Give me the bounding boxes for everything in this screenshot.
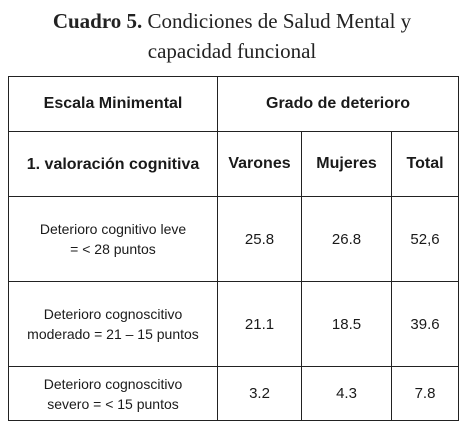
column-header-total: Total [390,131,460,197]
caption-number: Cuadro 5. [52,9,143,33]
row-label: Deterioro cognitivo leve = < 28 puntos [8,196,218,282]
row-label: Deterioro cognoscitivo moderado = 21 – 1… [8,281,218,367]
cell-mujeres: 26.8 [301,196,392,282]
row-label-line-1: Deterioro cognoscitivo [43,375,183,392]
row-label: Deterioro cognoscitivo severo = < 15 pun… [8,366,218,421]
cell-varones: 25.8 [217,196,302,282]
table-row: Deterioro cognitivo leve = < 28 puntos 2… [8,196,460,282]
mental-health-table: Escala Minimental Grado de deterioro 1. … [8,76,460,421]
cell-varones: 3.2 [217,366,302,421]
header-row: Escala Minimental Grado de deterioro [8,76,460,132]
cell-mujeres: 18.5 [301,281,392,367]
row-label-line-2: = < 28 puntos [70,241,156,257]
cell-mujeres: 4.3 [301,366,392,421]
cell-total: 52,6 [390,196,460,282]
header-scale: Escala Minimental [8,76,218,132]
header-grade: Grado de deterioro [216,76,460,132]
cell-total: 7.8 [390,366,460,421]
caption-line-1: Cuadro 5. Condiciones de Salud Mental y [0,6,464,36]
subheader-row: 1. valoración cognitiva Varones Mujeres … [8,131,460,197]
cell-total: 39.6 [390,281,460,367]
table-caption: Cuadro 5. Condiciones de Salud Mental y … [0,6,464,66]
table-row: Deterioro cognoscitivo moderado = 21 – 1… [8,281,460,367]
row-label-line-1: Deterioro cognitivo leve [39,221,187,237]
column-header-mujeres: Mujeres [301,131,392,197]
row-label-line-1: Deterioro cognoscitivo [43,306,183,322]
table-row: Deterioro cognoscitivo severo = < 15 pun… [8,366,460,421]
cell-varones: 21.1 [217,281,302,367]
caption-title-line-2: capacidad funcional [147,39,317,63]
column-header-varones: Varones [217,131,302,197]
subheader-section: 1. valoración cognitiva [8,131,218,197]
caption-title-line-1: Condiciones de Salud Mental y [147,9,412,33]
row-label-line-2: moderado = 21 – 15 puntos [27,326,199,342]
row-label-line-2: severo = < 15 puntos [47,395,179,412]
